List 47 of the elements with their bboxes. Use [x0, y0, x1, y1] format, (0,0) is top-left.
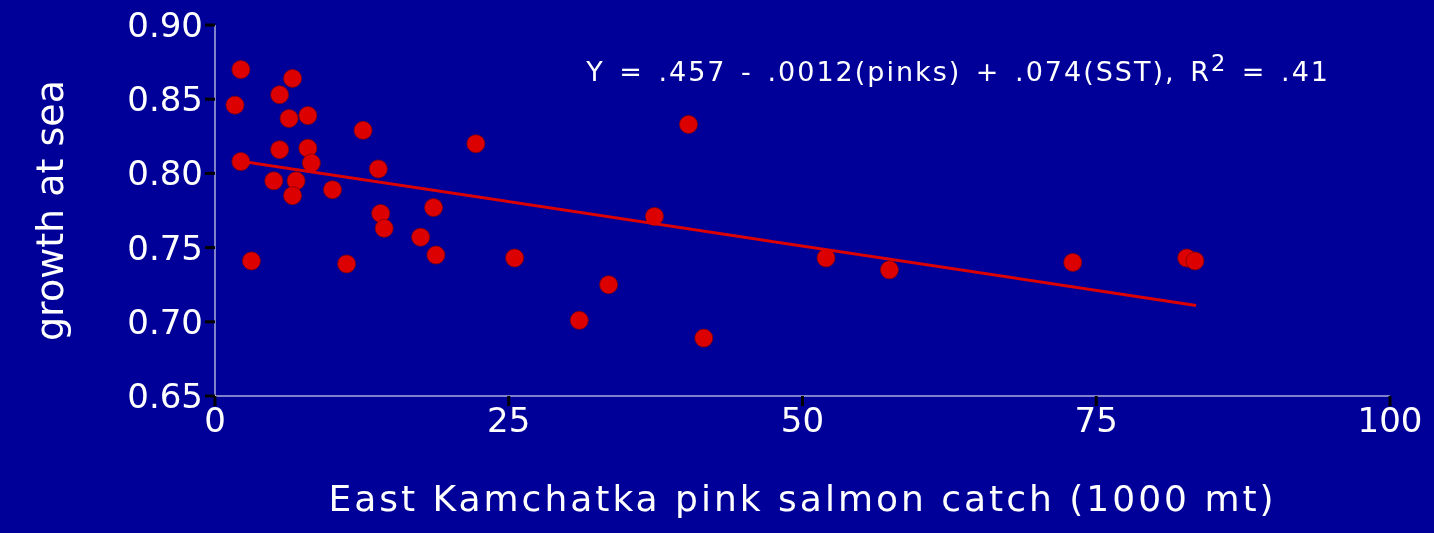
- point: [466, 134, 486, 154]
- point: [283, 186, 302, 206]
- x-tick-label: 75: [1074, 400, 1118, 441]
- point: [374, 218, 394, 238]
- point: [353, 120, 373, 140]
- y-tick-label: 0.80: [127, 153, 203, 194]
- point: [270, 85, 290, 105]
- point: [1185, 251, 1205, 271]
- x-tick-label: 100: [1357, 400, 1423, 441]
- point: [225, 95, 245, 115]
- point: [279, 109, 299, 128]
- point: [298, 138, 318, 158]
- point: [679, 115, 698, 134]
- point: [599, 275, 619, 295]
- point: [264, 171, 284, 191]
- point: [301, 153, 321, 173]
- point: [371, 204, 391, 223]
- point: [337, 254, 356, 274]
- y-tick-label: 0.65: [127, 376, 203, 417]
- annotation: Y = .457 - .0012(pinks) + .074(SST), R$^{2}$ = .41: [586, 50, 1330, 87]
- y-tick-label: 0.70: [127, 301, 203, 342]
- x-tick-label: 0: [204, 400, 226, 441]
- point: [880, 260, 899, 280]
- point: [298, 106, 318, 125]
- point: [424, 198, 443, 217]
- y-tick-label: 0.90: [127, 5, 203, 46]
- point: [411, 227, 431, 247]
- point: [283, 69, 302, 88]
- point: [816, 248, 836, 268]
- point: [242, 251, 261, 271]
- x-tick-label: 25: [487, 400, 531, 441]
- point: [368, 159, 388, 179]
- x-axis-title: East Kamchatka pink salmon catch (1000 mt): [328, 478, 1277, 519]
- y-axis-title: growth at sea: [28, 79, 73, 342]
- point: [569, 310, 589, 330]
- y-tick-label: 0.85: [127, 79, 203, 120]
- y-tick-label: 0.75: [127, 227, 203, 268]
- point: [270, 140, 290, 160]
- point: [231, 60, 251, 79]
- point: [426, 245, 446, 265]
- point: [1063, 253, 1083, 272]
- point: [323, 180, 342, 200]
- point: [694, 328, 714, 348]
- point: [505, 248, 525, 268]
- point: [645, 207, 664, 226]
- x-tick-label: 50: [780, 400, 825, 441]
- point: [231, 152, 251, 171]
